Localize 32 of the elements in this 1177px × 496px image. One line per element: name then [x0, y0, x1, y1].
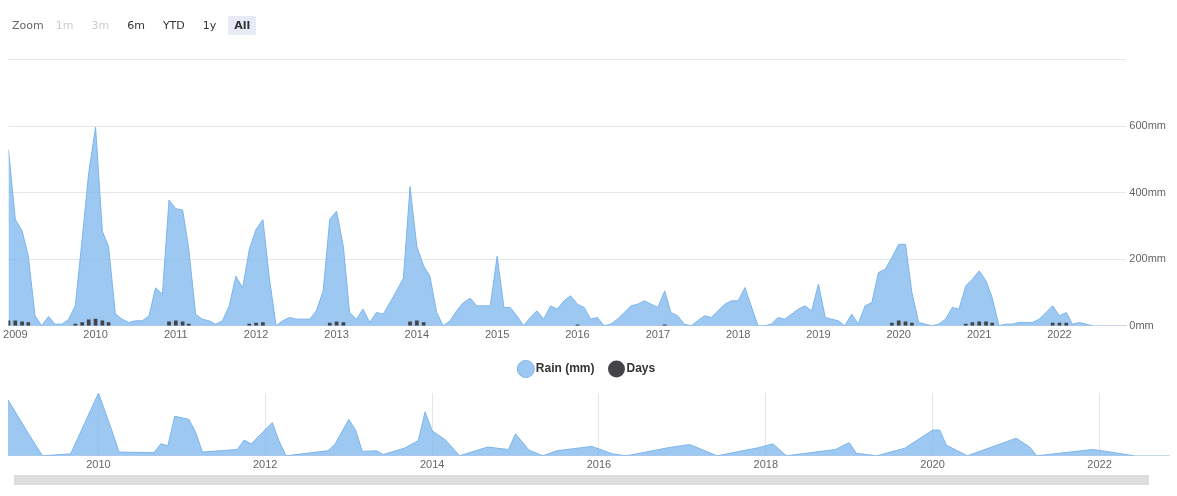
- x-tick-label: 2022: [1047, 328, 1072, 341]
- x-tick-label: 2018: [725, 328, 751, 341]
- x-tick-label: 2009: [3, 328, 28, 341]
- x-tick-label: 2014: [404, 328, 430, 341]
- text: 6m: [126, 17, 146, 34]
- x-tick-label: 2012: [252, 458, 278, 471]
- x-tick-label: 2010: [86, 458, 111, 471]
- x-tick-label: 2011: [164, 328, 188, 341]
- legend-label: Days: [626, 361, 656, 376]
- y-tick-label: 600mm: [1129, 119, 1167, 132]
- x-tick-label: 2020: [920, 458, 945, 471]
- x-tick-label: 2010: [83, 328, 108, 341]
- y-tick-label: 200mm: [1129, 252, 1167, 265]
- x-tick-label: 2015: [484, 328, 510, 341]
- text: Zoom: [12, 18, 44, 32]
- x-tick-label: 2012: [243, 328, 269, 341]
- x-tick-label: 2019: [806, 328, 831, 341]
- x-tick-label: 2014: [419, 458, 445, 471]
- y-tick-label: 400mm: [1129, 185, 1167, 198]
- x-tick-label: 2022: [1087, 458, 1112, 471]
- y-tick-label: 0mm: [1129, 318, 1154, 331]
- x-tick-label: 2013: [324, 328, 349, 341]
- x-tick-label: 2020: [886, 328, 911, 341]
- x-tick-label: 2016: [565, 328, 590, 341]
- x-tick-label: 2017: [645, 328, 671, 341]
- text: 1y: [201, 17, 218, 34]
- x-tick-label: 2021: [966, 328, 992, 341]
- text: All: [228, 15, 257, 35]
- x-tick-label: 2016: [586, 458, 612, 471]
- x-tick-label: 2018: [753, 458, 779, 471]
- text: YTD: [161, 17, 186, 34]
- legend-label: Rain (mm): [535, 361, 595, 376]
